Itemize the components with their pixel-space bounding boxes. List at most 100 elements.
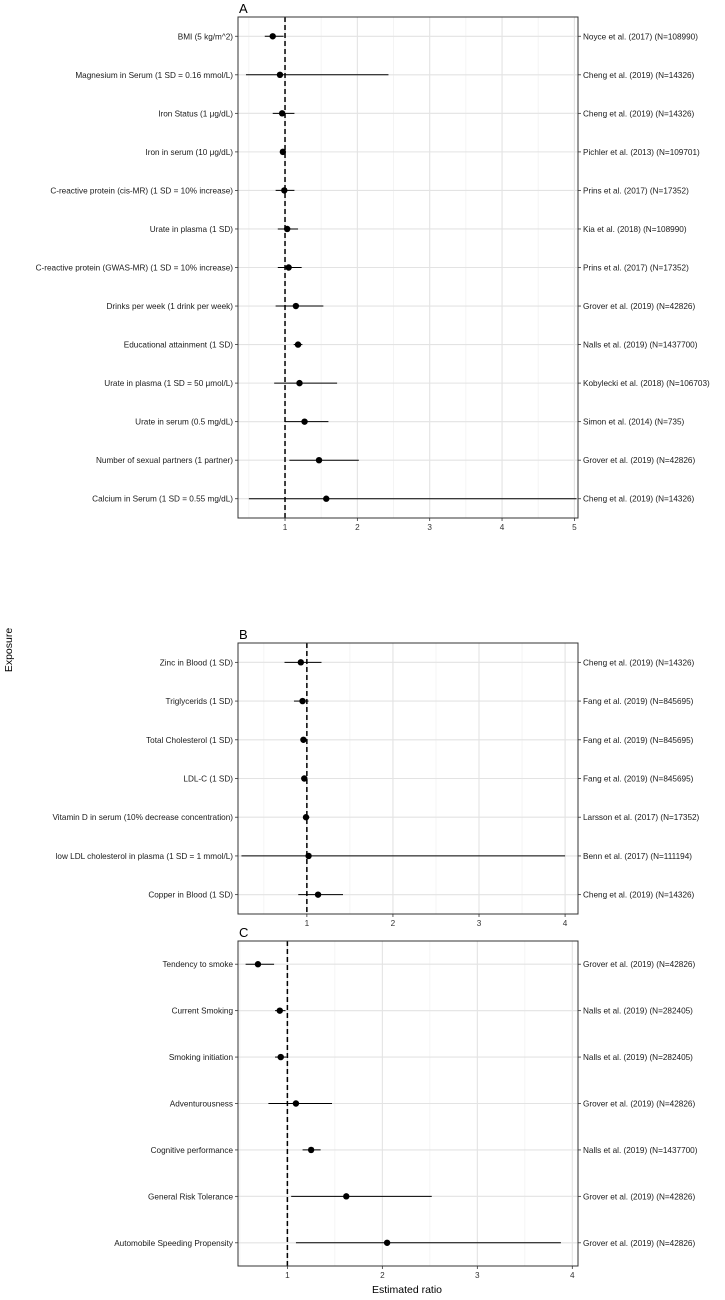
x-tick-label: 3 [427,523,432,532]
estimate-point [254,961,262,968]
exposure-label: Automobile Speeding Propensity [114,1239,234,1248]
x-axis-title: Estimated ratio [372,1284,442,1296]
exposure-label: Copper in Blood (1 SD) [148,891,233,900]
estimate-point [305,852,312,860]
estimate-point [314,891,322,898]
source-label: Noyce et al. (2017) (N=108990) [583,32,698,41]
exposure-label: Iron Status (1 μg/dL) [158,109,233,118]
estimate-point [300,736,307,743]
source-label: Fang et al. (2019) (N=845695) [583,697,694,706]
estimate-point [269,33,276,40]
source-label: Fang et al. (2019) (N=845695) [583,775,694,784]
source-label: Fang et al. (2019) (N=845695) [583,736,694,745]
exposure-label: General Risk Tolerance [148,1192,233,1201]
panel-letter: B [239,627,248,642]
estimate-point [343,1193,350,1200]
source-label: Prins et al. (2017) (N=17352) [583,264,689,273]
exposure-label: BMI (5 kg/m^2) [178,32,234,41]
source-label: Cheng et al. (2019) (N=14326) [583,495,695,504]
panel-frame [237,940,579,1267]
exposure-label: Magnesium in Serum (1 SD = 0.16 mmol/L) [75,71,233,80]
estimate-point [302,814,310,821]
x-tick-label: 2 [355,523,360,532]
estimate-point [281,187,288,194]
source-label: Grover et al. (2019) (N=42826) [583,960,695,969]
exposure-label: LDL-C (1 SD) [183,775,233,784]
exposure-label: Drinks per week (1 drink per week) [107,302,234,311]
estimate-point [276,1007,283,1014]
estimate-point [297,659,305,666]
source-label: Nalls et al. (2019) (N=282405) [583,1053,693,1062]
exposure-label: Tendency to smoke [162,960,233,969]
estimate-point [301,418,308,425]
source-label: Simon et al. (2014) (N=735) [583,418,685,427]
source-label: Grover et al. (2019) (N=42826) [583,1239,695,1248]
x-tick-label: 3 [475,1271,480,1280]
exposure-label: Educational attainment (1 SD) [124,341,233,350]
exposure-label: Smoking initiation [169,1053,234,1062]
panel-a: BMI (5 kg/m^2) Noyce et al. (2017) (N=108… [36,1,710,532]
source-label: Kia et al. (2018) (N=108990) [583,225,687,234]
estimate-point [277,1053,284,1061]
estimate-point [383,1239,391,1246]
exposure-label: Urate in plasma (1 SD = 50 μmol/L) [104,379,233,388]
estimate-point [301,775,308,782]
estimate-point [294,341,302,348]
panel-b: Zinc in Blood (1 SD) Cheng et al. (2019) … [52,627,699,928]
exposure-label: Triglycerids (1 SD) [166,697,234,706]
panel-letter: A [239,1,248,16]
estimate-point [292,1100,300,1107]
y-axis-title: Exposure [3,628,15,673]
x-tick-label: 2 [391,919,396,928]
exposure-label: C-reactive protein (cis-MR) (1 SD = 10% … [50,186,233,195]
exposure-label: Total Cholesterol (1 SD) [146,736,233,745]
estimate-point [299,697,306,705]
source-label: Kobylecki et al. (2018) (N=106703) [583,379,710,388]
exposure-label: Urate in plasma (1 SD) [150,225,234,234]
estimate-point [296,379,303,387]
x-tick-label: 1 [283,523,288,532]
source-label: Cheng et al. (2019) (N=14326) [583,658,695,667]
source-label: Grover et al. (2019) (N=42826) [583,302,695,311]
source-label: Grover et al. (2019) (N=42826) [583,456,695,465]
estimate-point [278,110,286,117]
x-tick-label: 4 [563,919,568,928]
estimate-point [323,495,330,502]
panel-c: Tendency to smoke Grover et al. (2019) (N… [114,925,698,1280]
source-label: Nalls et al. (2019) (N=282405) [583,1007,693,1016]
exposure-label: low LDL cholesterol in plasma (1 SD = 1 … [56,852,234,861]
panel-frame [237,642,579,915]
exposure-label: Current Smoking [172,1007,234,1016]
source-label: Prins et al. (2017) (N=17352) [583,186,689,195]
source-label: Larsson et al. (2017) (N=17352) [583,813,700,822]
x-tick-label: 1 [285,1271,290,1280]
source-label: Grover et al. (2019) (N=42826) [583,1100,695,1109]
estimate-point [276,71,284,79]
estimate-point [285,264,292,271]
source-label: Nalls et al. (2019) (N=1437700) [583,1146,698,1155]
exposure-label: Vitamin D in serum (10% decrease concent… [52,813,233,822]
exposure-label: Number of sexual partners (1 partner) [96,456,233,465]
x-tick-label: 1 [305,919,310,928]
panel-frame [237,16,579,519]
estimate-point [279,148,287,156]
panel-letter: C [239,925,248,940]
source-label: Nalls et al. (2019) (N=1437700) [583,341,698,350]
exposure-label: Iron in serum (10 μg/dL) [145,148,233,157]
exposure-label: Urate in serum (0.5 mg/dL) [135,418,233,427]
estimate-point [307,1146,315,1154]
exposure-label: Zinc in Blood (1 SD) [160,658,234,667]
exposure-label: Calcium in Serum (1 SD = 0.55 mg/dL) [92,495,233,504]
source-label: Benn et al. (2017) (N=111194) [583,852,692,861]
estimate-point [315,456,323,464]
x-tick-label: 2 [380,1271,385,1280]
x-tick-label: 4 [500,523,505,532]
exposure-label: Cognitive performance [151,1146,234,1155]
source-label: Cheng et al. (2019) (N=14326) [583,891,695,900]
source-label: Pichler et al. (2013) (N=109701) [583,148,700,157]
x-tick-label: 3 [477,919,482,928]
source-label: Grover et al. (2019) (N=42826) [583,1192,695,1201]
source-label: Cheng et al. (2019) (N=14326) [583,71,695,80]
source-label: Cheng et al. (2019) (N=14326) [583,109,695,118]
